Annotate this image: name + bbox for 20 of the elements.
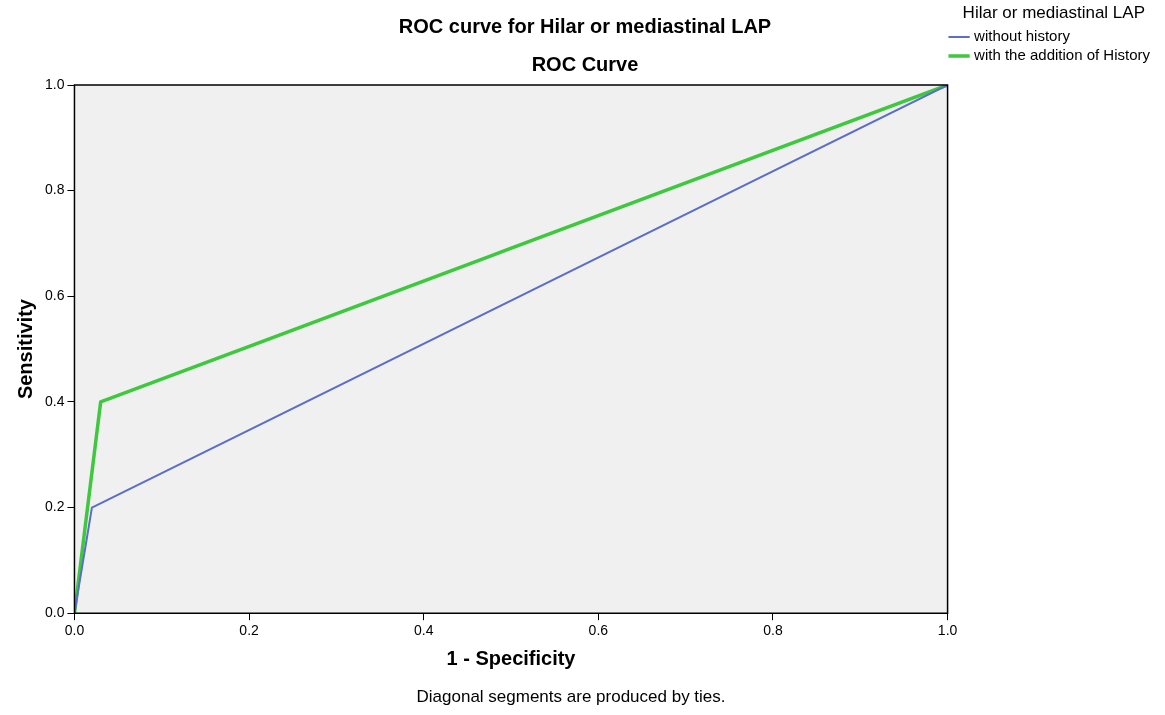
- y-tick-label: 0.8: [44, 181, 65, 198]
- y-tick-label: 1.0: [44, 75, 65, 92]
- y-tick-label: 0.6: [44, 287, 65, 304]
- y-tick-label: 0.0: [44, 604, 65, 621]
- y-tick-label: 0.2: [44, 498, 65, 515]
- x-tick-label: 0.6: [588, 622, 609, 639]
- legend-label: with the addition of History: [973, 46, 1151, 64]
- y-tick-label: 0.4: [44, 392, 65, 409]
- legend-title: Hilar or mediastinal LAP: [962, 3, 1145, 23]
- x-tick-label: 1.0: [937, 622, 958, 639]
- chart-subtitle: ROC Curve: [531, 52, 639, 75]
- x-tick-label: 0.8: [763, 622, 783, 639]
- legend-label: without history: [973, 27, 1071, 45]
- x-axis-title: 1 - Specificity: [446, 646, 577, 669]
- x-tick-label: 0.0: [64, 622, 85, 639]
- text: Diagonal segments are produced by ties.: [416, 687, 726, 706]
- x-tick-label: 0.2: [239, 622, 260, 639]
- x-tick-label: 0.4: [413, 622, 434, 639]
- y-axis-title: Sensitivity: [13, 298, 36, 400]
- chart-title: ROC curve for Hilar or mediastinal LAP: [398, 14, 772, 37]
